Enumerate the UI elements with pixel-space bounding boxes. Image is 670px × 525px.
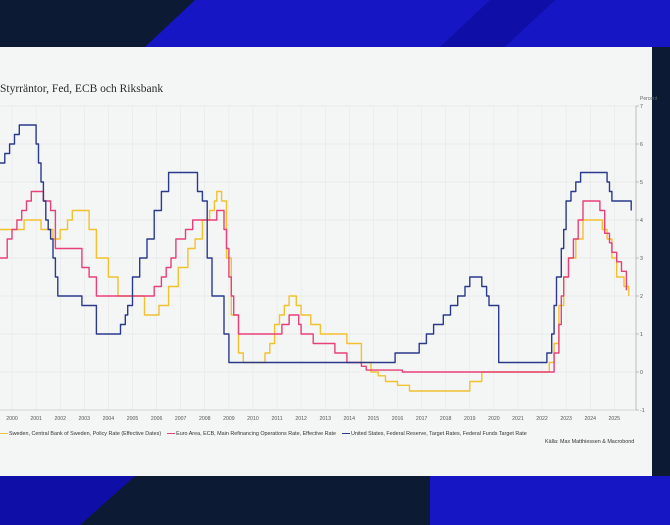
x-tick-label: 2019 [464,416,476,422]
x-tick-label: 2015 [368,416,380,422]
x-tick-label: 2008 [199,416,211,422]
x-tick-label: 2000 [6,416,18,422]
source-note: Källa: Max Matthiessen & Macrobond [545,439,635,445]
x-tick-label: 2013 [319,416,331,422]
x-tick-label: 2012 [295,416,307,422]
x-tick-label: 2016 [392,416,404,422]
x-tick-label: 2021 [512,416,524,422]
legend-item-0: Sweden, Central Bank of Sweden, Policy R… [0,431,161,437]
chart-legend: Sweden, Central Bank of Sweden, Policy R… [0,431,533,437]
chart-plot: -1 0 1 2 3 4 5 6 7 2000 2001 2002 2003 2004 2005 2006 20… [0,104,645,422]
y-tick-label: 5 [640,180,643,186]
x-tick-label: 2011 [271,416,282,422]
y-tick-label: 0 [640,370,643,376]
x-tick-label: 2024 [584,416,596,422]
chart-card: Styrräntor, Fed, ECB och Riksbank Percen… [0,47,657,476]
x-tick-label: 2014 [344,416,356,422]
x-tick-label: 2009 [223,416,235,422]
legend-label: Sweden, Central Bank of Sweden, Policy R… [9,431,162,437]
x-tick-label: 2020 [488,416,500,422]
series-line-1 [0,190,628,373]
legend-swatch [342,433,351,435]
x-tick-label: 2001 [30,416,42,422]
legend-swatch [167,433,176,435]
x-tick-label: 2002 [54,416,66,422]
series-line-0 [0,190,630,392]
y-tick-label: 6 [640,142,643,148]
y-tick-label: 7 [640,104,643,110]
x-tick-label: 2010 [247,416,259,422]
legend-swatch [0,433,8,435]
legend-label: United States, Federal Reserve, Target R… [351,431,527,437]
x-tick-label: 2017 [416,416,428,422]
y-tick-label: 1 [640,332,643,338]
legend-label: Euro Area, ECB, Main Refinancing Operati… [176,431,337,437]
x-tick-label: 2006 [151,416,163,422]
x-tick-label: 2023 [560,416,572,422]
y-tick-label: 3 [640,256,643,262]
series-line-2 [0,124,632,364]
x-tick-label: 2018 [440,416,452,422]
y-tick-label: -1 [640,408,645,414]
x-tick-label: 2022 [536,416,548,422]
y-tick-label: 2 [640,294,643,300]
x-tick-label: 2005 [127,416,139,422]
x-tick-label: 2003 [79,416,91,422]
chart-title: Styrräntor, Fed, ECB och Riksbank [0,83,164,95]
legend-item-1: Euro Area, ECB, Main Refinancing Operati… [167,431,336,437]
x-tick-label: 2007 [175,416,187,422]
y-tick-label: 4 [640,218,643,224]
y-axis-unit: Percent [640,96,658,102]
legend-item-2: United States, Federal Reserve, Target R… [342,431,527,437]
x-tick-label: 2004 [103,416,115,422]
x-tick-label: 2025 [609,416,621,422]
